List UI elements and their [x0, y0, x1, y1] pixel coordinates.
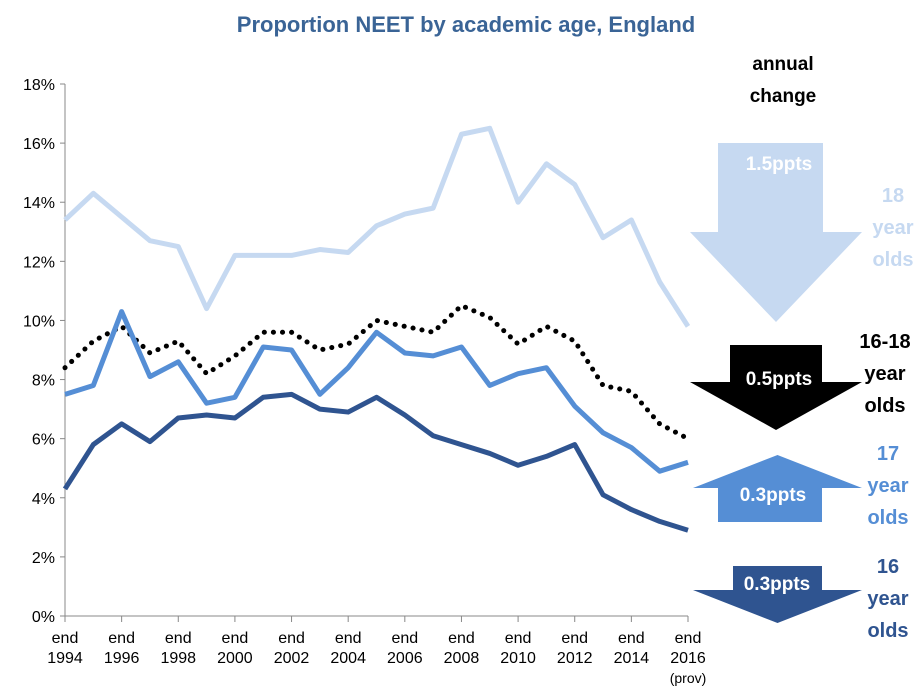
series-line — [63, 125, 691, 328]
y-tick-label: 10% — [23, 313, 55, 330]
y-tick-label: 16% — [23, 136, 55, 153]
x-tick-label: end 2012 — [557, 630, 593, 667]
change-arrow — [693, 566, 862, 623]
x-tick-label: end 2000 — [217, 630, 253, 667]
x-tick-label: end 2006 — [387, 630, 423, 667]
change-label: 1.5ppts — [746, 154, 813, 175]
series-line — [64, 309, 689, 474]
x-tick-label: end 2014 — [614, 630, 650, 667]
series-line — [62, 391, 689, 533]
y-tick-label: 4% — [32, 491, 55, 508]
x-tick-label: end 2016 (prov) — [670, 630, 707, 686]
x-tick-label: end 2002 — [274, 630, 310, 667]
y-tick-label: 18% — [23, 77, 55, 94]
side-title: annual change — [750, 54, 817, 107]
legend-label: 18 year olds — [872, 185, 913, 271]
change-label: 0.3ppts — [744, 574, 811, 595]
x-tick-label: end 1996 — [104, 630, 140, 667]
legend-label: 17 year olds — [867, 443, 908, 529]
y-tick-label: 2% — [32, 550, 55, 567]
change-arrow — [690, 143, 862, 322]
change-arrow — [693, 455, 862, 522]
x-tick-label: end 2004 — [330, 630, 366, 667]
legend-label: 16-18 year olds — [859, 331, 910, 417]
y-tick-label: 8% — [32, 373, 55, 390]
x-tick-label: end 1994 — [47, 630, 83, 667]
y-tick-label: 12% — [23, 254, 55, 271]
change-arrow — [690, 345, 862, 430]
series-line — [62, 303, 691, 442]
change-label: 0.5ppts — [746, 369, 813, 390]
y-tick-label: 14% — [23, 195, 55, 212]
chart-title: Proportion NEET by academic age, England — [237, 12, 695, 37]
x-tick-label: end 2010 — [500, 630, 536, 667]
y-tick-label: 6% — [32, 432, 55, 449]
legend-label: 16 year olds — [867, 556, 908, 642]
x-tick-label: end 2008 — [444, 630, 480, 667]
change-label: 0.3ppts — [740, 485, 807, 506]
x-tick-label: end 1998 — [160, 630, 196, 667]
y-tick-label: 0% — [32, 609, 55, 626]
